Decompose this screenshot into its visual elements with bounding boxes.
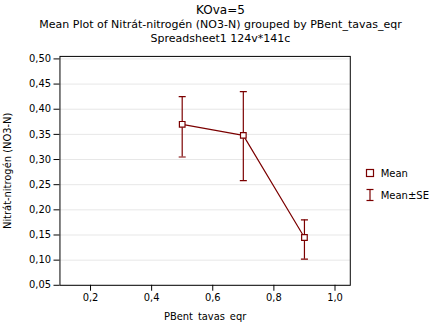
html-text:Mean Plot of Nitrát-nitrogén (: Mean Plot of Nitrát-nitrogén (NO3-N) gro… [39, 18, 402, 31]
html-text:Spreadsheet1 124v*141c: Spreadsheet1 124v*141c [150, 32, 291, 45]
svg-text:0,6: 0,6 [205, 292, 221, 303]
svg-text:0,05: 0,05 [29, 279, 51, 290]
html-text:Mean: Mean [380, 167, 408, 179]
svg-text:0,25: 0,25 [29, 179, 51, 190]
svg-text:0,20: 0,20 [29, 204, 51, 215]
svg-text:0,30: 0,30 [29, 154, 51, 165]
svg-text:0,15: 0,15 [29, 229, 51, 240]
svg-text:Nitrát-nitrogén (NO3-N): Nitrát-nitrogén (NO3-N) [2, 113, 13, 229]
svg-text:0,45: 0,45 [29, 78, 51, 89]
svg-text:PBent_tavas_eqr: PBent_tavas_eqr [164, 311, 247, 322]
html-text:KOva=5: KOva=5 [196, 3, 245, 17]
svg-text:0,2: 0,2 [83, 292, 99, 303]
svg-text:0,8: 0,8 [266, 292, 282, 303]
svg-text:0,50: 0,50 [29, 53, 51, 64]
svg-text:0,35: 0,35 [29, 129, 51, 140]
svg-text:0,40: 0,40 [29, 103, 51, 114]
svg-text:0,10: 0,10 [29, 254, 51, 265]
html-text:Mean±SE: Mean±SE [380, 189, 429, 201]
svg-text:1,0: 1,0 [327, 292, 343, 303]
svg-text:0,4: 0,4 [144, 292, 160, 303]
